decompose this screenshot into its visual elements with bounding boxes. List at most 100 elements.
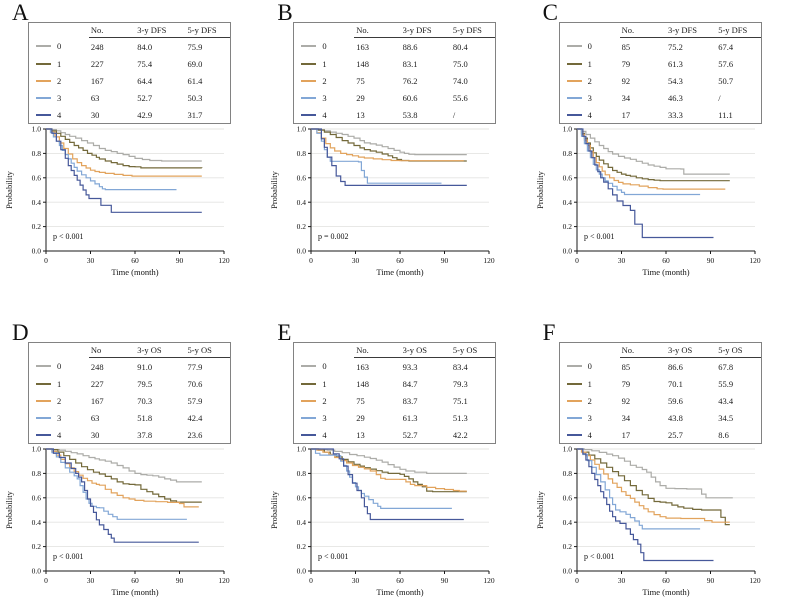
legend-value-cell: 79 — [621, 58, 631, 69]
series-color-swatch — [301, 399, 317, 402]
legend-row: 2 167 70.3 57.9 — [29, 392, 230, 409]
km-curve-group-1 — [46, 448, 202, 503]
legend-table-box: No. 3-y DFS 5-y DFS 0 248 84.0 75.9 1 227 75.4 69.… — [28, 22, 231, 124]
legend-group-cell: 2 — [29, 72, 89, 89]
y-tick-label: 0.2 — [562, 542, 572, 551]
km-curve-group-2 — [46, 128, 202, 177]
y-tick-label: 0.8 — [562, 149, 572, 158]
legend-group-cell: 1 — [294, 55, 354, 72]
legend-value-cell: 59.6 — [667, 395, 683, 406]
legend-row: 2 92 59.6 43.4 — [560, 392, 761, 409]
km-curve-group-0 — [46, 448, 202, 483]
x-axis-title: Time (month) — [111, 267, 158, 277]
legend-row: 1 148 84.7 79.3 — [294, 375, 495, 392]
legend-group-cell: 1 — [294, 375, 354, 392]
x-tick-label: 120 — [749, 576, 761, 585]
legend-value-cell: 43.8 — [667, 412, 683, 423]
legend-group-cell: 0 — [29, 358, 89, 376]
series-color-swatch — [36, 433, 51, 436]
legend-value-cell: 31.7 — [187, 109, 203, 120]
km-curve-group-1 — [311, 128, 468, 162]
y-tick-label: 0.6 — [32, 173, 42, 182]
legend-header-cell: 5-y DFS — [450, 23, 496, 38]
km-plot-svg: 0.0 0.2 0.4 0.6 0.8 1.0 0 30 60 90 120 Probability T… — [4, 125, 230, 277]
km-curve-group-4 — [46, 448, 199, 543]
legend-value-cell: 13 — [356, 429, 365, 440]
legend-table: No. 3-y DFS 5-y DFS 0 85 75.2 67.4 1 79 61.3 57.6 2… — [560, 23, 761, 123]
y-tick-label: 0.4 — [32, 198, 42, 207]
legend-value-cell: 84.0 — [137, 41, 153, 52]
x-tick-label: 60 — [131, 576, 139, 585]
legend-value-cell: 92 — [621, 395, 631, 406]
y-tick-label: 1.0 — [297, 445, 307, 454]
y-tick-label: 0.0 — [32, 567, 42, 576]
legend-row: 4 17 33.3 11.1 — [560, 106, 761, 123]
series-color-swatch — [566, 62, 582, 65]
legend-value-cell: 75.0 — [452, 58, 468, 69]
km-curve-group-2 — [576, 448, 730, 523]
legend-row: 0 85 75.2 67.4 — [560, 38, 761, 56]
panel-a: A No. 3-y DFS 5-y DFS 0 248 84.0 75.9 1 227 75.4 6… — [0, 0, 265, 297]
y-tick-label: 0.0 — [32, 247, 42, 256]
legend-value-cell: 69.0 — [187, 58, 203, 69]
x-tick-label: 60 — [662, 576, 670, 585]
legend-value-cell: 50.3 — [187, 92, 203, 103]
y-tick-label: 0.4 — [562, 518, 572, 527]
legend-value-cell: 91.0 — [137, 361, 153, 372]
km-chart-e: 0.0 0.2 0.4 0.6 0.8 1.0 0 30 60 90 120 Probability T… — [267, 444, 523, 604]
legend-value-cell: 86.6 — [667, 361, 683, 372]
y-axis-title: Probability — [4, 490, 14, 529]
legend-row: 1 79 70.1 55.9 — [560, 375, 761, 392]
legend-group-cell: 1 — [29, 375, 89, 392]
legend-row: 2 75 83.7 75.1 — [294, 392, 495, 409]
x-tick-label: 0 — [309, 256, 313, 265]
legend-row: 3 34 43.8 34.5 — [560, 409, 761, 426]
panel-label-f: F — [542, 320, 556, 345]
legend-header-cell: 5-y DFS — [185, 23, 230, 38]
legend-row: 1 79 61.3 57.6 — [560, 55, 761, 72]
legend-row: 0 248 84.0 75.9 — [29, 38, 230, 56]
p-value-label: p < 0.001 — [53, 232, 84, 241]
legend-table: No 3-y OS 5-y OS 0 248 91.0 77.9 1 227 79.5 70.6 2 1… — [29, 343, 230, 443]
y-tick-label: 0.6 — [562, 173, 572, 182]
y-tick-label: 0.4 — [297, 198, 307, 207]
x-tick-label: 120 — [218, 576, 230, 585]
legend-group-cell: 2 — [560, 72, 620, 89]
legend-value-cell: 33.3 — [667, 109, 683, 120]
legend-row: 2 75 76.2 74.0 — [294, 72, 495, 89]
x-tick-label: 30 — [87, 256, 95, 265]
p-value-label: p < 0.001 — [584, 232, 615, 241]
legend-header-cell: No. — [619, 343, 666, 358]
legend-value-cell: 52.7 — [137, 92, 153, 103]
legend-header-cell: No. — [619, 23, 666, 38]
legend-value-cell: 79.3 — [452, 378, 468, 389]
km-plot-svg: 0.0 0.2 0.4 0.6 0.8 1.0 0 30 60 90 120 Probability T… — [4, 445, 230, 597]
legend-value-cell: 51.3 — [452, 412, 468, 423]
panel-b: B No. 3-y DFS 5-y DFS 0 163 88.6 80.4 1 148 83.1 7… — [265, 0, 530, 297]
x-axis-title: Time (month) — [642, 587, 689, 597]
legend-value-cell: 13 — [356, 109, 365, 120]
legend-table-box: No. 3-y DFS 5-y DFS 0 85 75.2 67.4 1 79 61.3 57.6 2… — [558, 22, 762, 124]
legend-value-cell: / — [718, 92, 721, 103]
km-curve-group-3 — [576, 448, 700, 530]
y-tick-label: 0.6 — [562, 493, 572, 502]
legend-value-cell: 70.6 — [187, 378, 203, 389]
legend-header-cell: 3-y DFS — [400, 23, 451, 38]
legend-value-cell: 61.3 — [402, 412, 418, 423]
km-chart-a: 0.0 0.2 0.4 0.6 0.8 1.0 0 30 60 90 120 Probability T… — [2, 124, 258, 284]
x-tick-label: 90 — [176, 576, 184, 585]
km-curve-group-4 — [576, 128, 714, 239]
km-curve-group-4 — [576, 448, 714, 562]
y-tick-label: 1.0 — [562, 445, 572, 454]
km-plot-svg: 0.0 0.2 0.4 0.6 0.8 1.0 0 30 60 90 120 Probability T… — [535, 125, 761, 277]
legend-value-cell: 75.2 — [667, 41, 683, 52]
series-color-swatch — [36, 62, 51, 65]
legend-value-cell: 75.4 — [137, 58, 153, 69]
legend-value-cell: 79 — [621, 378, 631, 389]
x-tick-label: 60 — [131, 256, 139, 265]
km-curve-group-3 — [311, 448, 453, 509]
legend-header-empty — [294, 23, 354, 38]
series-color-swatch — [566, 113, 582, 116]
x-tick-label: 0 — [44, 256, 48, 265]
y-tick-label: 0.8 — [562, 469, 572, 478]
